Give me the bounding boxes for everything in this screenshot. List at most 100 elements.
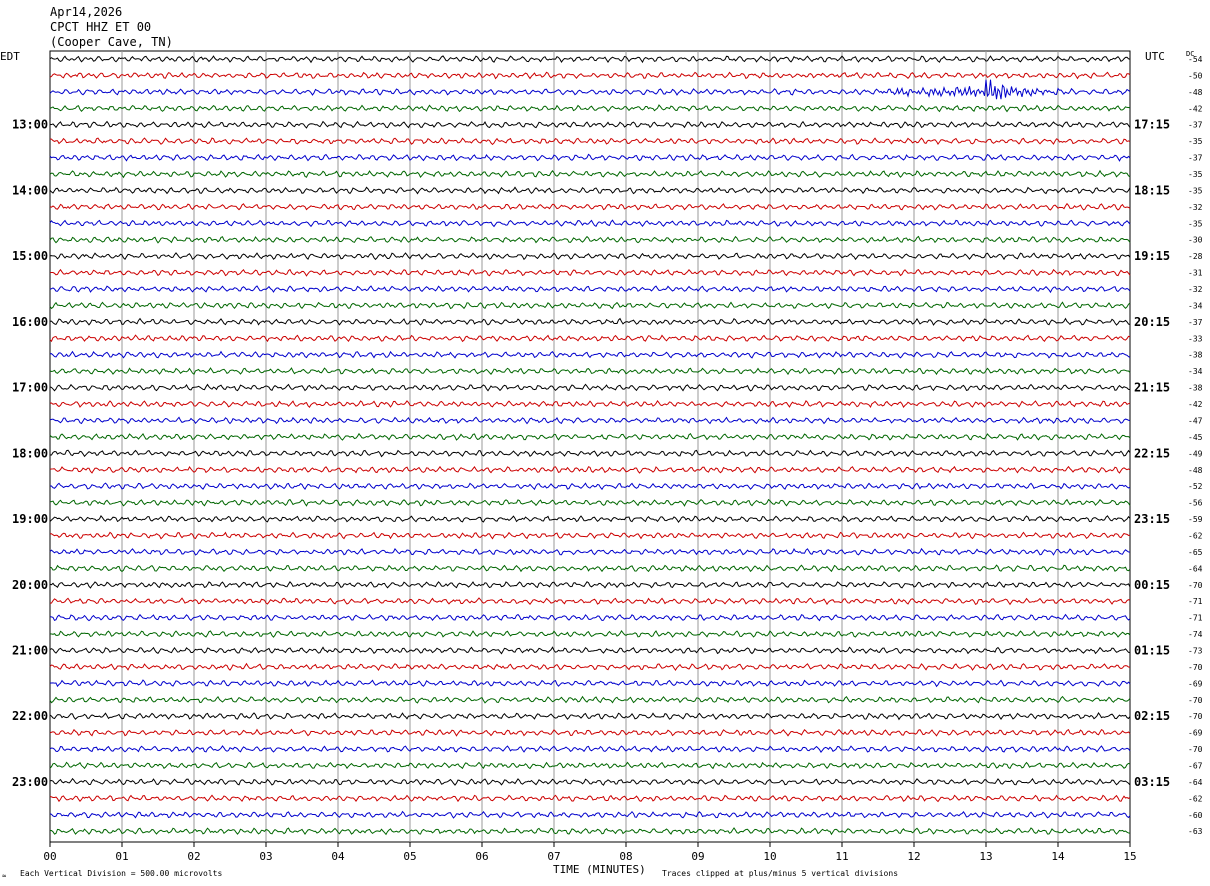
dc-offset-label: -71 [1188, 614, 1203, 623]
edt-hour-label: 22:00 [12, 709, 48, 723]
dc-offset-label: -73 [1188, 646, 1203, 655]
x-tick-label: 06 [475, 850, 488, 863]
dc-offset-label: -48 [1188, 88, 1203, 97]
edt-hour-label: 16:00 [12, 315, 48, 329]
dc-offset-label: -42 [1188, 104, 1203, 113]
trace-line [49, 581, 1131, 589]
edt-hour-label: 14:00 [12, 183, 48, 197]
edt-hour-label: 18:00 [12, 446, 48, 460]
utc-hour-label: 20:15 [1134, 315, 1170, 329]
trace-line [49, 482, 1131, 491]
utc-hour-label: 02:15 [1134, 709, 1170, 723]
footer-vertical-division: Each Vertical Division = 500.00 microvol… [20, 869, 222, 878]
seismic-traces [49, 55, 1131, 836]
trace-line [49, 531, 1131, 540]
dc-offset-label: -48 [1188, 466, 1203, 475]
trace-line [49, 137, 1131, 146]
trace-line [49, 465, 1131, 474]
utc-hour-label: 19:15 [1134, 249, 1170, 263]
trace-line [49, 383, 1131, 392]
dc-offset-label: -42 [1188, 400, 1203, 409]
edt-hour-label: 23:00 [12, 775, 48, 789]
dc-offset-label: -34 [1188, 367, 1203, 376]
trace-line [49, 827, 1131, 836]
trace-line [49, 761, 1131, 770]
trace-line [49, 71, 1131, 80]
dc-offset-label: -71 [1188, 597, 1203, 606]
edt-hour-label: 13:00 [12, 118, 48, 132]
trace-line [49, 350, 1131, 359]
dc-offset-label: -28 [1188, 252, 1203, 261]
trace-line [49, 219, 1131, 228]
x-tick-label: 09 [691, 850, 704, 863]
edt-hour-label: 21:00 [12, 643, 48, 657]
plot-frame [49, 50, 1131, 843]
footer-mark: ≈ [2, 872, 6, 880]
trace-line [49, 449, 1131, 458]
dc-offset-label: -64 [1188, 564, 1203, 573]
utc-hour-label: 03:15 [1134, 775, 1170, 789]
x-tick-label: 03 [259, 850, 272, 863]
utc-hour-label: 01:15 [1134, 643, 1170, 657]
edt-hour-label: 15:00 [12, 249, 48, 263]
dc-offset-label: -54 [1188, 55, 1203, 64]
trace-line [49, 268, 1131, 277]
header-station: CPCT HHZ ET 00 [50, 20, 152, 34]
trace-line [49, 334, 1131, 343]
dc-offset-label: -64 [1188, 778, 1203, 787]
x-tick-label: 00 [43, 850, 56, 863]
x-tick-label: 15 [1123, 850, 1136, 863]
dc-offset-label: -50 [1188, 71, 1203, 80]
trace-line [49, 662, 1131, 672]
trace-line [49, 301, 1131, 310]
dc-offset-label: -37 [1188, 318, 1203, 327]
trace-line [49, 712, 1131, 721]
trace-line [49, 202, 1131, 211]
dc-offset-label: -62 [1188, 794, 1203, 803]
trace-line [49, 597, 1131, 606]
trace-line [49, 400, 1131, 408]
x-tick-label: 08 [619, 850, 632, 863]
dc-offset-label: -47 [1188, 416, 1203, 425]
x-axis-label: TIME (MINUTES) [553, 863, 646, 876]
trace-line [49, 695, 1131, 704]
x-tick-label: 10 [763, 850, 776, 863]
x-tick-label: 12 [907, 850, 920, 863]
utc-axis-label: UTC [1145, 50, 1165, 63]
utc-hour-label: 17:15 [1134, 118, 1170, 132]
dc-offset-label: -38 [1188, 351, 1203, 360]
header-location: (Cooper Cave, TN) [50, 35, 173, 49]
trace-line [49, 646, 1131, 655]
dc-offset-label: -38 [1188, 384, 1203, 393]
dc-offset-label: -70 [1188, 663, 1203, 672]
dc-offset-label: -49 [1188, 449, 1203, 458]
dc-offset-label: -69 [1188, 729, 1203, 738]
trace-line [49, 810, 1131, 819]
trace-line [49, 104, 1131, 113]
dc-offset-label: -70 [1188, 696, 1203, 705]
trace-line [49, 564, 1131, 573]
axis-labels: 00 01 02 03 04 05 06 07 08 09 10 11 12 13 14 15 -54 -50 -4… [12, 55, 1203, 863]
dc-offset-label: -59 [1188, 515, 1203, 524]
utc-hour-label: 23:15 [1134, 512, 1170, 526]
trace-line [49, 169, 1131, 179]
trace-line [49, 55, 1131, 64]
dc-offset-label: -35 [1188, 219, 1203, 228]
dc-offset-label: -32 [1188, 203, 1203, 212]
x-tick-label: 01 [115, 850, 128, 863]
x-tick-label: 07 [547, 850, 560, 863]
dc-offset-label: -63 [1188, 827, 1203, 836]
dc-offset-label: -45 [1188, 433, 1203, 442]
dc-offset-label: -33 [1188, 334, 1203, 343]
trace-line [49, 432, 1131, 441]
utc-hour-label: 00:15 [1134, 578, 1170, 592]
trace-line [49, 252, 1131, 261]
dc-offset-label: -31 [1188, 269, 1203, 278]
dc-offset-label: -69 [1188, 679, 1203, 688]
trace-line [49, 745, 1131, 754]
footer-clip-note: Traces clipped at plus/minus 5 vertical … [662, 869, 898, 878]
trace-line [49, 120, 1131, 129]
trace-line [49, 613, 1131, 622]
utc-hour-label: 18:15 [1134, 183, 1170, 197]
edt-hour-label: 17:00 [12, 381, 48, 395]
